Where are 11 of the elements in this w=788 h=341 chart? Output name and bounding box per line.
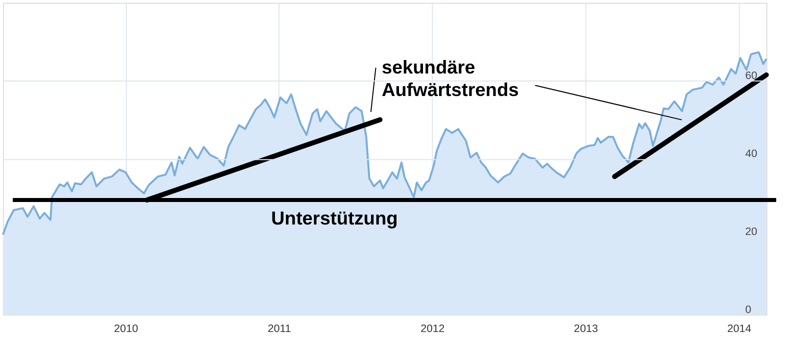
y-tick-label: 20 — [745, 226, 758, 238]
x-tick-label: 2014 — [727, 322, 752, 335]
x-tick-label: 2010 — [114, 322, 138, 335]
x-tick-label: 2012 — [420, 322, 445, 335]
y-tick-label: 0 — [745, 304, 752, 316]
x-tick-label: 2013 — [574, 322, 598, 335]
y-tick-label: 40 — [745, 148, 758, 160]
ref-line-label: Unterstützung — [271, 208, 398, 229]
y-tick-label: 60 — [745, 70, 758, 82]
annotation: sekundäre Aufwärtstrends — [382, 56, 519, 100]
x-tick-label: 2011 — [268, 322, 292, 335]
